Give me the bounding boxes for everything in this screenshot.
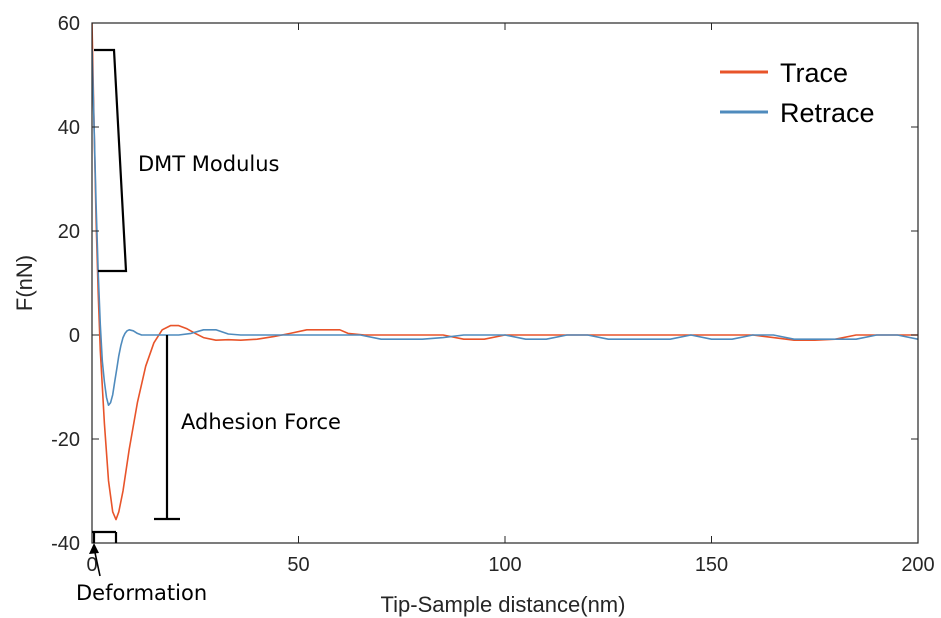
- plot-curves: [92, 23, 918, 521]
- y-axis-label: F(nN): [12, 255, 37, 311]
- y-tick-label: 0: [69, 325, 80, 347]
- deformation-arrowhead: [89, 543, 99, 554]
- x-tick-label: 50: [287, 554, 309, 576]
- annotations: [89, 48, 180, 577]
- x-tick-label: 150: [695, 554, 728, 576]
- legend-label-trace: Trace: [780, 58, 848, 88]
- x-tick-label: 200: [901, 554, 934, 576]
- y-tick-label: 20: [58, 221, 80, 243]
- series-line-retrace: [92, 48, 918, 406]
- y-tick-label: -40: [51, 533, 80, 555]
- dmt-bracket: [94, 48, 128, 273]
- x-tick-label: 0: [86, 554, 97, 576]
- x-axis-label: Tip-Sample distance(nm): [381, 592, 626, 617]
- y-tick-label: 60: [58, 13, 80, 35]
- axis-ticks: 0 50 100 150 200 -40 -20 0 20 40 60: [51, 13, 935, 576]
- annotation-adhesion-force: Adhesion Force: [181, 410, 341, 434]
- legend-label-retrace: Retrace: [780, 98, 875, 128]
- series-line-trace: [92, 23, 918, 521]
- annotation-deformation: Deformation: [76, 581, 207, 605]
- legend: Trace Retrace: [720, 58, 875, 128]
- x-tick-label: 100: [488, 554, 521, 576]
- y-tick-label: 40: [58, 117, 80, 139]
- annotation-dmt-modulus: DMT Modulus: [138, 152, 279, 176]
- y-tick-label: -20: [51, 429, 80, 451]
